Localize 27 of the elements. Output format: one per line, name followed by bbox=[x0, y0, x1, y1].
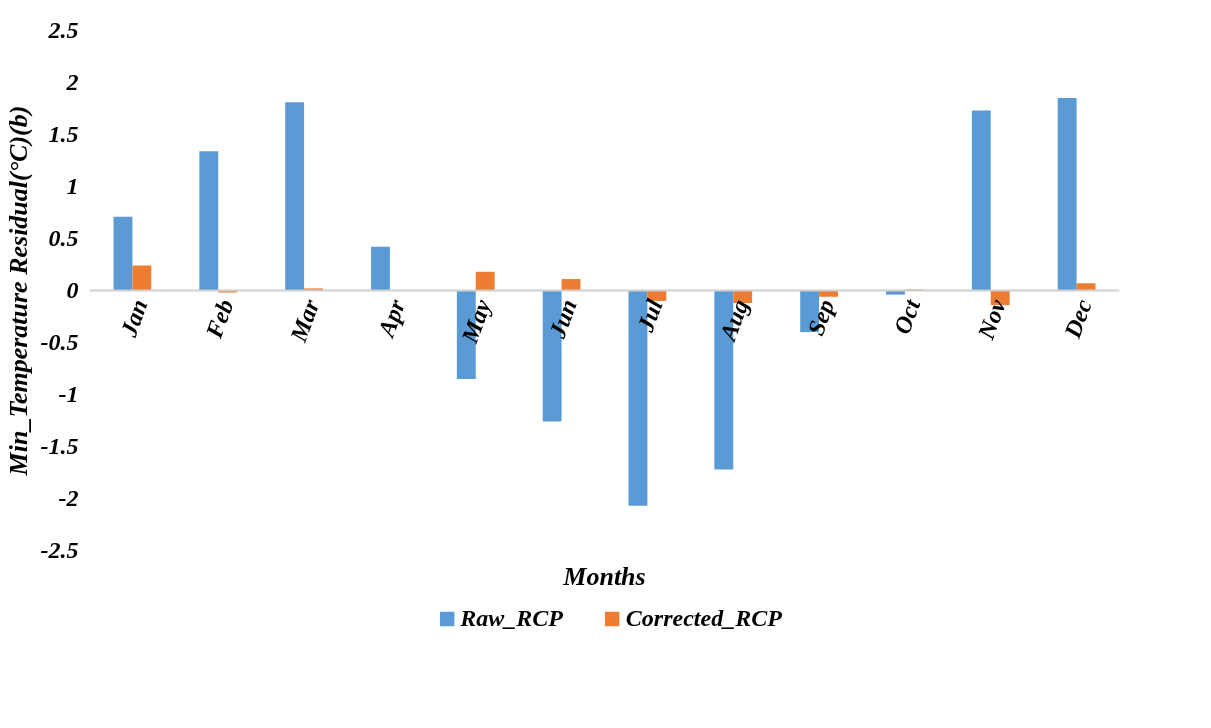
y-tick-label: -1 bbox=[58, 381, 79, 407]
x-tick-label: Apr bbox=[372, 295, 411, 342]
x-tick-label: Aug bbox=[714, 296, 754, 346]
y-axis-title: Min_Temperature Residual(°C)(b) bbox=[3, 105, 33, 477]
y-tick-label: 2 bbox=[65, 69, 79, 95]
x-tick-label: Feb bbox=[200, 296, 239, 343]
x-tick-label: Jul bbox=[631, 295, 668, 336]
legend-label: Corrected_RCP bbox=[625, 604, 782, 632]
x-tick-label: Sep bbox=[802, 296, 840, 339]
x-tick-label: Mar bbox=[284, 295, 325, 346]
y-tick-label: 0.5 bbox=[48, 225, 79, 251]
x-tick-label: Nov bbox=[972, 295, 1012, 344]
y-tick-label: 1 bbox=[66, 173, 79, 199]
x-tick-label: Jun bbox=[543, 296, 582, 343]
y-tick-label: 0 bbox=[66, 277, 79, 303]
y-tick-label: -1.5 bbox=[40, 433, 79, 459]
y-tick-label: -0.5 bbox=[40, 329, 79, 355]
x-tick-label: May bbox=[456, 295, 497, 348]
y-tick-label: -2 bbox=[58, 485, 79, 511]
y-tick-label: 2.5 bbox=[47, 17, 79, 43]
y-tick-label: 1.5 bbox=[48, 121, 79, 147]
x-tick-label: Jan bbox=[115, 296, 153, 341]
x-tick-label: Dec bbox=[1058, 295, 1097, 343]
legend-label: Raw_RCP bbox=[460, 604, 563, 632]
y-tick-label: -2.5 bbox=[40, 537, 79, 563]
x-tick-label: Oct bbox=[888, 294, 926, 338]
x-axis-title: Months bbox=[562, 561, 646, 591]
